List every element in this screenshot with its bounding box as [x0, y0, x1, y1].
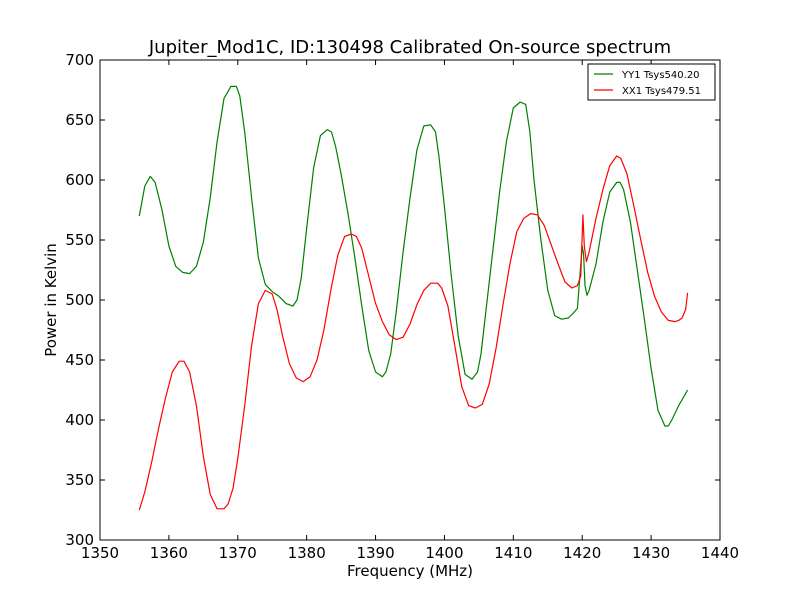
y-axis-label: Power in Kelvin [42, 243, 60, 357]
x-axis-label: Frequency (MHz) [347, 562, 473, 580]
x-tick-label: 1430 [632, 544, 670, 562]
plot-area [100, 60, 720, 540]
x-tick-label: 1360 [150, 544, 188, 562]
x-tick-label: 1390 [356, 544, 394, 562]
x-tick-label: 1400 [425, 544, 463, 562]
tick-layer: 1350 1360 1370 1380 1390 1400 1410 1420 1430 1440… [65, 51, 739, 562]
x-tick-label: 1410 [494, 544, 532, 562]
y-tick-label: 700 [65, 51, 94, 69]
series-line-yy1 [138, 85, 689, 427]
x-tick-label: 1370 [219, 544, 257, 562]
legend-label-xx1: XX1 Tsys479.51 [622, 86, 701, 97]
y-tick-label: 350 [65, 471, 94, 489]
y-tick-label: 500 [65, 291, 94, 309]
y-tick-label: 450 [65, 351, 94, 369]
y-tick-label: 400 [65, 411, 94, 429]
legend-box [587, 63, 716, 101]
series-line-xx1 [138, 155, 689, 511]
y-tick-label: 550 [65, 231, 94, 249]
legend-label-yy1: YY1 Tsys540.20 [621, 70, 700, 81]
y-tick-label: 650 [65, 111, 94, 129]
y-tick-label: 300 [65, 531, 94, 549]
x-tick-label: 1420 [563, 544, 601, 562]
y-tick-label: 600 [65, 171, 94, 189]
series-layer [138, 85, 689, 511]
x-tick-label: 1380 [288, 544, 326, 562]
x-tick-label: 1350 [81, 544, 119, 562]
x-tick-label: 1440 [701, 544, 739, 562]
legend: YY1 Tsys540.20 XX1 Tsys479.51 [587, 63, 716, 101]
chart-title: Jupiter_Mod1C, ID:130498 Calibrated On-s… [148, 37, 671, 58]
